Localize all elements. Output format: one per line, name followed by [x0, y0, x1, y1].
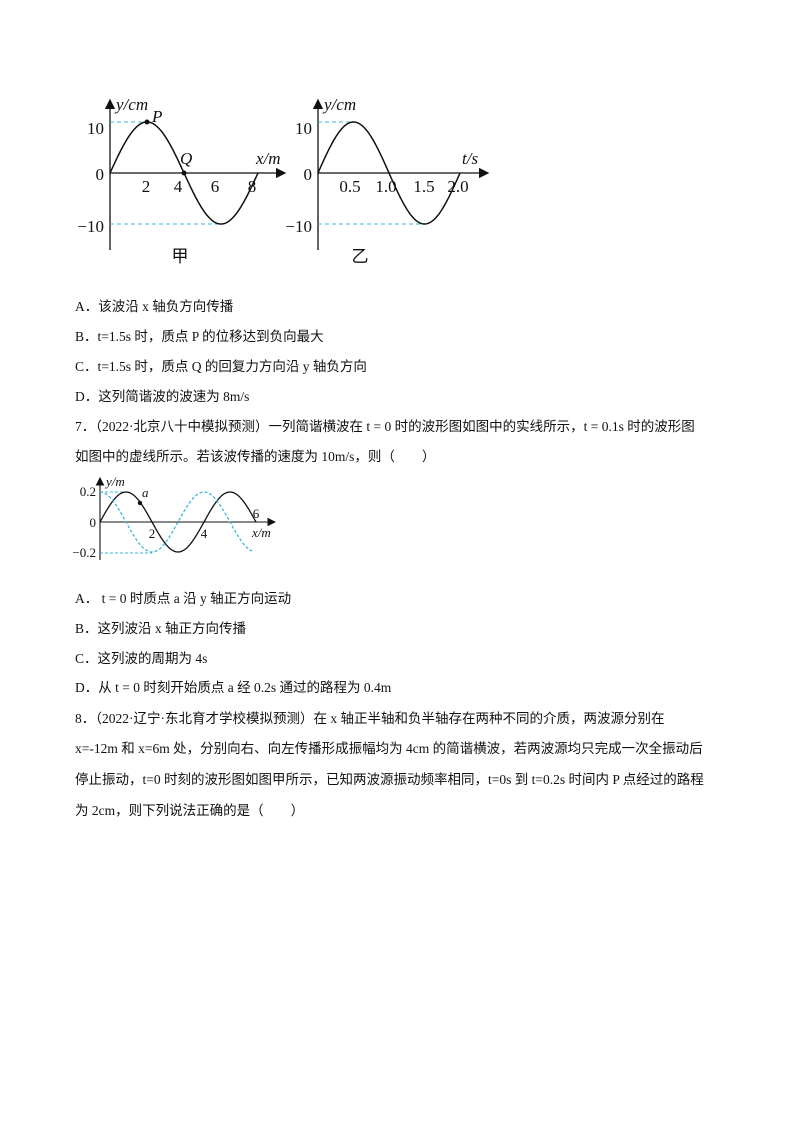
tick-label: 10: [295, 119, 312, 138]
graph-left: y/cm P Q x/m 10 0 −10 2 4 6 8 甲: [77, 95, 287, 266]
option: C．这列波的周期为 4s: [75, 651, 208, 666]
question-stem: 如图中的虚线所示。若该波传播的速度为 10m/s，则（ ）: [75, 449, 436, 464]
tick-label: 6: [253, 506, 260, 521]
tick-label: 4: [174, 177, 183, 196]
tick-label: 4: [201, 526, 208, 541]
graph-q7: y/m a x/m 0.2 0 −0.2 2 4 6: [72, 474, 277, 560]
tick-label: 1.5: [413, 177, 434, 196]
tick-label: 0: [90, 515, 97, 530]
y-label: y/cm: [114, 95, 148, 114]
option: A．该波沿 x 轴负方向传播: [75, 299, 234, 314]
tick-label: 1.0: [375, 177, 396, 196]
question-stem: 7．（2022·北京八十中模拟预测）一列简谐横波在 t = 0 时的波形图如图中…: [75, 419, 695, 434]
tick-label: 6: [211, 177, 220, 196]
point-label: Q: [180, 149, 192, 168]
question-stem: x=-12m 和 x=6m 处，分别向右、向左传播形成振幅均为 4cm 的简谐横…: [75, 741, 703, 756]
y-label: y/cm: [322, 95, 356, 114]
caption: 乙: [352, 247, 369, 266]
tick-label: 10: [87, 119, 104, 138]
tick-label: 0: [96, 165, 105, 184]
x-label: x/m: [255, 149, 281, 168]
option: B．t=1.5s 时，质点 P 的位移达到负向最大: [75, 329, 324, 344]
option: C．t=1.5s 时，质点 Q 的回复力方向沿 y 轴负方向: [75, 359, 367, 374]
point-label: P: [151, 107, 162, 126]
x-label: x/m: [251, 525, 271, 540]
y-label: y/m: [104, 474, 125, 489]
question-stem: 停止振动，t=0 时刻的波形图如图甲所示，已知两波源振动频率相同，t=0s 到 …: [75, 772, 704, 787]
tick-label: 0: [304, 165, 313, 184]
point-label: a: [142, 485, 149, 500]
tick-label: −10: [285, 217, 312, 236]
tick-label: −0.2: [72, 545, 96, 560]
tick-label: −10: [77, 217, 104, 236]
option: D．从 t = 0 时刻开始质点 a 经 0.2s 通过的路程为 0.4m: [75, 680, 392, 695]
question-stem: 为 2cm，则下列说法正确的是（ ）: [75, 803, 305, 818]
option: B．这列波沿 x 轴正方向传播: [75, 621, 247, 636]
caption: 甲: [172, 247, 189, 266]
tick-label: 0.2: [80, 484, 96, 499]
tick-label: 2: [142, 177, 151, 196]
tick-label: 8: [248, 177, 257, 196]
question-stem: 8．（2022·辽宁·东北育才学校模拟预测）在 x 轴正半轴和负半轴存在两种不同…: [75, 711, 665, 726]
x-label: t/s: [462, 149, 478, 168]
option: A． t = 0 时质点 a 沿 y 轴正方向运动: [75, 591, 292, 606]
figures: y/cm P Q x/m 10 0 −10 2 4 6 8 甲 y/cm t/s…: [72, 95, 490, 560]
option: D．这列简谐波的波速为 8m/s: [75, 389, 250, 404]
tick-label: 2.0: [447, 177, 468, 196]
tick-label: 2: [149, 526, 156, 541]
graph-right: y/cm t/s 10 0 −10 0.5 1.0 1.5 2.0 乙: [285, 95, 490, 266]
tick-label: 0.5: [339, 177, 360, 196]
